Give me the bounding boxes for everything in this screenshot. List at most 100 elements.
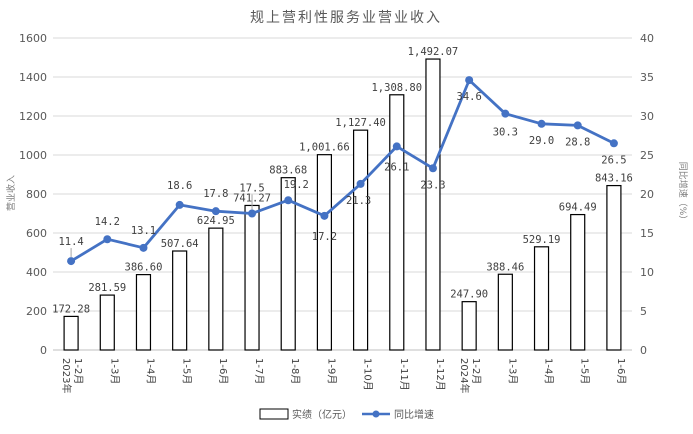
line-data-label: 19.2 (284, 179, 309, 191)
x-year-label: 2023年 (60, 358, 73, 393)
x-tick-label: 1-12月 (434, 358, 446, 391)
bar (389, 94, 405, 351)
right-tick-label: 20 (640, 188, 654, 201)
legend-line-label: 同比增速 (394, 408, 434, 421)
line-data-label: 17.8 (203, 188, 228, 200)
line-data-label: 11.4 (58, 236, 83, 248)
left-tick-label: 200 (26, 305, 47, 318)
bar-data-label: 386.60 (125, 262, 163, 274)
bar (497, 273, 513, 351)
bar-data-label: 529.19 (523, 234, 561, 246)
line-series: 11.4 14.2 13.1 18.6 17.8 17.5 19.2 17.2 21.3 26.1… (58, 76, 627, 266)
bar-data-label: 172.28 (52, 303, 90, 315)
line-data-label: 23.3 (420, 179, 445, 191)
bar (425, 58, 441, 351)
line-point (392, 142, 401, 151)
legend: 实绩（亿元） 同比增速 (259, 408, 434, 421)
x-tick-label: 1-3月 (506, 358, 518, 384)
line-point (501, 109, 510, 118)
x-tick-label: 1-6月 (615, 358, 627, 384)
x-tick-label: 1-11月 (398, 358, 410, 391)
left-tick-label: 1000 (19, 149, 47, 162)
bar-data-label: 843.16 (595, 173, 633, 185)
x-tick-label: 1-3月 (108, 358, 120, 384)
right-tick-label: 40 (640, 32, 654, 45)
line-data-label: 13.1 (131, 225, 156, 237)
right-tick-label: 15 (640, 227, 654, 240)
bar-data-label: 507.64 (161, 238, 199, 250)
right-axis-title: 同比增速（%） (677, 162, 689, 225)
line-point (609, 139, 618, 148)
line-data-label: 28.8 (565, 136, 590, 148)
bar (533, 246, 550, 351)
bar (172, 250, 188, 351)
bar (280, 177, 296, 351)
line-point (67, 257, 76, 266)
line-point (175, 200, 184, 209)
line-path (70, 78, 615, 263)
x-tick-label: 1-2月 (470, 358, 482, 384)
x-tick-label: 1-2月 (72, 358, 84, 384)
right-tick-label: 5 (640, 305, 647, 318)
line-point (103, 235, 112, 244)
bar-data-label: 388.46 (486, 261, 524, 273)
right-tick-label: 35 (640, 71, 654, 84)
left-axis-ticks: 0 200 400 600 800 1000 1200 1400 1600 (19, 32, 47, 357)
line-data-label: 17.2 (312, 231, 337, 243)
x-tick-label: 1-5月 (579, 358, 591, 384)
bar-data-label: 1,492.07 (408, 46, 459, 58)
line-data-label: 26.5 (601, 154, 626, 166)
x-year-label: 2024年 (458, 358, 471, 393)
left-tick-label: 1200 (19, 110, 47, 123)
bar (316, 154, 333, 351)
bar (63, 315, 79, 351)
bar-data-label: 694.49 (559, 202, 597, 214)
legend-bar-label: 实绩（亿元） (292, 408, 352, 421)
x-tick-label: 1-7月 (253, 358, 265, 384)
x-tick-label: 1-8月 (289, 358, 301, 384)
x-tick-label: 1-4月 (144, 358, 156, 384)
left-tick-label: 800 (26, 188, 47, 201)
line-data-label: 30.3 (493, 127, 518, 139)
line-data-label: 34.6 (457, 91, 482, 103)
line-point (211, 207, 220, 216)
line-data-label: 17.5 (239, 183, 264, 195)
bar (99, 294, 115, 351)
line-data-label: 21.3 (346, 195, 371, 207)
right-tick-label: 0 (640, 344, 647, 357)
bar (135, 274, 152, 351)
legend-line-marker (372, 410, 380, 418)
bar (352, 129, 369, 351)
line-data-label: 29.0 (529, 135, 554, 147)
left-tick-label: 400 (26, 266, 47, 279)
line-point (428, 164, 437, 173)
line-point (139, 243, 148, 252)
bar-data-label: 1,127.40 (335, 117, 386, 129)
line-data-label: 18.6 (167, 180, 192, 192)
right-tick-label: 10 (640, 266, 654, 279)
x-tick-label: 1-10月 (362, 358, 374, 391)
right-axis-ticks: 0 5 10 15 20 25 30 35 40 (640, 32, 654, 357)
left-axis-title: 营业收入 (5, 175, 17, 211)
bar-data-label: 1,001.66 (299, 142, 350, 154)
line-point (248, 209, 257, 218)
bar-data-label: 281.59 (88, 282, 126, 294)
line-point (356, 179, 365, 188)
line-point (320, 211, 329, 220)
bar-data-label: 1,308.80 (371, 82, 422, 94)
left-tick-label: 1600 (19, 32, 47, 45)
line-point (465, 76, 474, 85)
line-data-label: 26.1 (384, 161, 409, 173)
left-tick-label: 1400 (19, 71, 47, 84)
x-tick-label: 1-5月 (181, 358, 193, 384)
bar-data-label: 883.68 (269, 165, 307, 177)
bar-data-label: 624.95 (197, 215, 235, 227)
bar-data-label: 247.90 (450, 289, 488, 301)
x-tick-label: 1-9月 (325, 358, 337, 384)
x-tick-label: 1-4月 (543, 358, 555, 384)
bar (244, 204, 260, 351)
line-point (573, 121, 582, 130)
right-tick-label: 25 (640, 149, 654, 162)
